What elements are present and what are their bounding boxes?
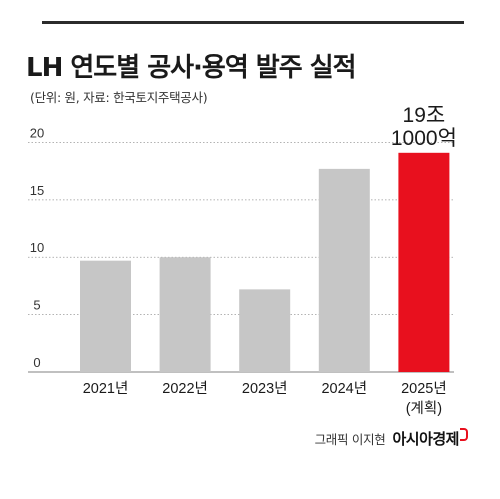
value-annotation: 1000억 — [391, 127, 457, 150]
logo-mark-icon — [460, 428, 468, 441]
bar — [398, 152, 450, 372]
footer: 그래픽 이지현 아시아경제 — [315, 428, 468, 449]
x-category-label: 2022년 — [162, 380, 208, 397]
x-category-label: 2021년 — [83, 380, 129, 397]
bar — [239, 289, 291, 372]
x-category-label: 2024년 — [321, 380, 367, 397]
publisher-logo-text: 아시아경제 — [392, 430, 459, 448]
top-rule — [0, 0, 500, 38]
y-tick-label: 15 — [30, 183, 44, 198]
bar — [80, 260, 131, 372]
publisher-logo: 아시아경제 — [392, 428, 468, 449]
chart-title: LH 연도별 공사·용역 발주 실적 — [26, 53, 357, 83]
y-tick-label: 20 — [30, 125, 44, 140]
bar — [318, 168, 370, 372]
y-tick-label: 10 — [30, 240, 44, 255]
x-category-label: 2023년 — [242, 380, 288, 397]
x-category-sublabel: (계획) — [406, 400, 442, 417]
bar — [159, 257, 211, 372]
graphic-credit: 그래픽 이지현 — [314, 432, 386, 447]
value-annotation: 19조 — [403, 104, 446, 127]
y-tick-label: 0 — [33, 355, 40, 370]
chart-subtitle: (단위: 원, 자료: 한국토지주택공사) — [30, 90, 208, 105]
x-category-label: 2025년 — [401, 380, 447, 397]
y-tick-label: 5 — [33, 298, 40, 313]
